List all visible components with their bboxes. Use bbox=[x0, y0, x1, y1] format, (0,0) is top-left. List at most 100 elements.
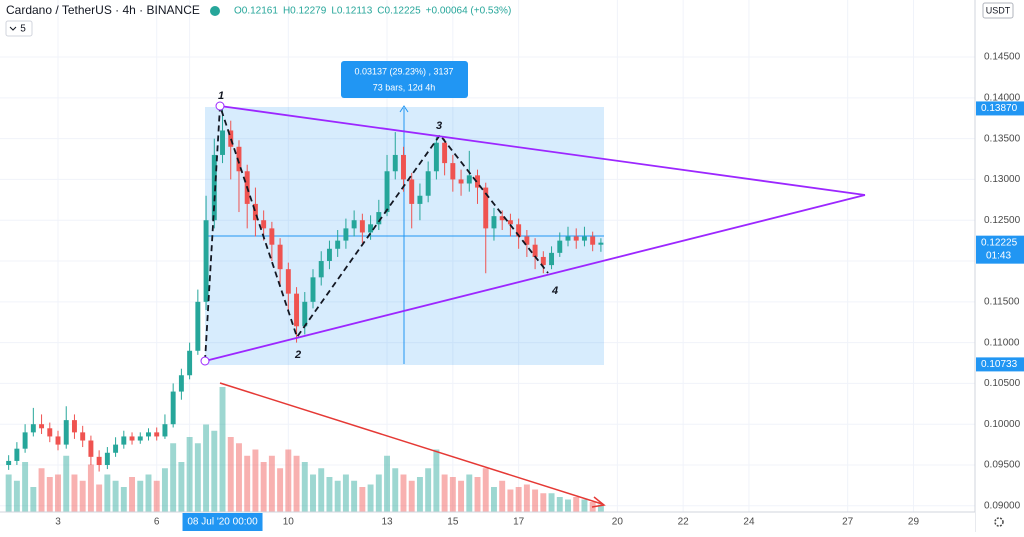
volume-bar bbox=[203, 424, 210, 512]
volume-bar bbox=[425, 468, 432, 512]
ohlc-legend-item: L0.12113 bbox=[331, 6, 372, 17]
candle-body bbox=[318, 261, 324, 278]
candle-body bbox=[220, 130, 225, 155]
candle-body bbox=[384, 171, 390, 213]
volume-bar bbox=[540, 493, 547, 512]
volume-bar bbox=[137, 480, 144, 512]
candle-body bbox=[113, 444, 119, 453]
candle-body bbox=[590, 236, 596, 245]
volume-bar bbox=[301, 462, 308, 512]
candle-body bbox=[71, 420, 77, 433]
candle-body bbox=[285, 269, 291, 294]
price-marker bbox=[976, 235, 1024, 264]
y-tick-label: 0.12500 bbox=[984, 215, 1021, 226]
candle-body bbox=[30, 424, 36, 433]
candle-body bbox=[549, 252, 555, 266]
countdown: 01:43 bbox=[986, 250, 1011, 261]
candle-body bbox=[162, 424, 168, 437]
candle-body bbox=[252, 203, 258, 221]
volume-bar bbox=[277, 468, 284, 512]
triangle-lower bbox=[204, 194, 866, 362]
wave-label: 4 bbox=[551, 285, 558, 297]
candle-body bbox=[326, 248, 332, 262]
y-tick-label: 0.09500 bbox=[984, 460, 1021, 471]
candle-body bbox=[565, 236, 571, 241]
crosshair-x-label: 08 Jul '20 00:00 bbox=[187, 517, 258, 528]
candle-body bbox=[6, 460, 12, 466]
x-tick-label: 24 bbox=[743, 517, 755, 528]
volume-bar bbox=[38, 468, 45, 512]
volume-bar bbox=[416, 477, 423, 512]
volume-bar bbox=[384, 455, 390, 512]
volume-bar bbox=[55, 474, 61, 512]
candle-body bbox=[63, 420, 69, 445]
settings-icon[interactable] bbox=[994, 517, 1004, 527]
ohlc-legend-item: C0.12225 bbox=[377, 6, 421, 17]
candle-body bbox=[294, 293, 300, 327]
candle-body bbox=[236, 146, 242, 172]
volume-bar bbox=[161, 468, 168, 512]
candle-body bbox=[269, 228, 275, 245]
currency-box[interactable] bbox=[982, 2, 1014, 19]
volume-bar bbox=[120, 487, 127, 512]
wave-label: 1 bbox=[218, 90, 224, 102]
x-tick-label: 29 bbox=[908, 517, 920, 528]
time-axis bbox=[0, 512, 975, 532]
candle-body bbox=[277, 244, 283, 270]
candle-body bbox=[80, 432, 86, 441]
trend-arrow bbox=[591, 496, 606, 508]
volume-bar bbox=[499, 480, 506, 512]
indicator-toggle[interactable] bbox=[5, 20, 33, 37]
candle-body bbox=[557, 240, 563, 253]
volume-bar bbox=[186, 437, 193, 512]
ohlc-legend-item: O0.12161 bbox=[234, 6, 278, 17]
candle-body bbox=[359, 220, 365, 233]
y-tick-label: 0.14000 bbox=[984, 92, 1021, 103]
candle-body bbox=[409, 179, 415, 204]
candle-body bbox=[137, 436, 143, 441]
volume-bar bbox=[449, 477, 456, 512]
y-tick-label: 0.13500 bbox=[984, 133, 1021, 144]
candle-body bbox=[491, 216, 497, 229]
y-tick-label: 0.13000 bbox=[984, 174, 1021, 185]
price-marker-label: 0.13870 bbox=[981, 103, 1018, 114]
candle-body bbox=[14, 448, 20, 461]
candle-body bbox=[96, 456, 102, 466]
volume-bar bbox=[293, 455, 300, 512]
volume-bar bbox=[79, 480, 86, 512]
candle-body bbox=[573, 236, 579, 241]
candle-body bbox=[261, 220, 267, 229]
volume-bar bbox=[211, 430, 218, 512]
volume-bar bbox=[227, 437, 234, 512]
wave-path bbox=[204, 105, 549, 362]
candle-body bbox=[187, 350, 193, 376]
volume-bar bbox=[581, 499, 588, 512]
volume-bar bbox=[260, 462, 267, 512]
ohlc-legend: O0.12161 H0.12279 L0.12113 C0.12225 +0.00064… bbox=[234, 6, 511, 17]
candle-body bbox=[458, 179, 464, 184]
candle-body bbox=[146, 432, 151, 437]
volume-bar bbox=[87, 464, 94, 512]
volume-bar bbox=[96, 484, 103, 512]
candle-body bbox=[368, 224, 374, 233]
anchor bbox=[200, 356, 210, 366]
candle-body bbox=[598, 242, 604, 245]
volume-bar bbox=[22, 462, 29, 512]
candle-body bbox=[499, 216, 505, 221]
x-tick-label: 17 bbox=[513, 517, 525, 528]
volume-bar bbox=[71, 474, 78, 512]
x-tick-label: 22 bbox=[678, 517, 690, 528]
volume-bar bbox=[433, 449, 440, 512]
candle-body bbox=[129, 436, 135, 441]
price-marker bbox=[976, 357, 1024, 372]
crosshair-x-box bbox=[182, 513, 263, 531]
volume-bar bbox=[112, 480, 119, 512]
candle-body bbox=[532, 244, 538, 257]
volume-bar bbox=[63, 455, 70, 512]
wave-label: 2 bbox=[294, 349, 301, 361]
volume-bar bbox=[285, 449, 292, 512]
candle-body bbox=[483, 187, 489, 229]
volume-bar bbox=[252, 449, 259, 512]
volume-bar bbox=[507, 489, 514, 512]
